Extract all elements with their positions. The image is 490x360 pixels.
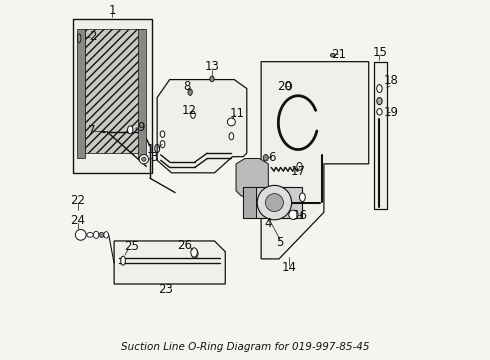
Ellipse shape [87, 233, 93, 237]
Text: 6: 6 [268, 151, 276, 164]
Ellipse shape [330, 53, 335, 57]
Text: 17: 17 [291, 165, 306, 178]
Text: 24: 24 [70, 214, 85, 227]
Polygon shape [236, 158, 269, 196]
Text: 2: 2 [89, 30, 97, 43]
Text: 5: 5 [276, 236, 284, 249]
Text: 18: 18 [384, 74, 399, 87]
Circle shape [227, 118, 235, 126]
Text: 9: 9 [137, 121, 145, 134]
Circle shape [139, 154, 148, 164]
Ellipse shape [191, 248, 197, 257]
Ellipse shape [94, 231, 99, 238]
Text: 1: 1 [109, 4, 116, 17]
Bar [243, 187, 256, 218]
Ellipse shape [191, 111, 196, 118]
Polygon shape [374, 62, 387, 209]
Text: Suction Line O-Ring Diagram for 019-997-85-45: Suction Line O-Ring Diagram for 019-997-… [121, 342, 369, 352]
Text: 15: 15 [373, 46, 388, 59]
Polygon shape [157, 80, 247, 173]
Ellipse shape [263, 154, 269, 161]
Text: 3: 3 [150, 151, 157, 164]
Text: 19: 19 [384, 106, 399, 119]
Bar [243, 187, 302, 218]
Ellipse shape [377, 109, 382, 115]
Bar [77, 30, 85, 158]
Polygon shape [114, 241, 225, 284]
Ellipse shape [188, 89, 192, 95]
Ellipse shape [377, 98, 382, 105]
Text: 14: 14 [282, 261, 296, 274]
Text: 20: 20 [277, 80, 292, 93]
Ellipse shape [78, 34, 81, 43]
Circle shape [142, 157, 146, 161]
Text: 26: 26 [177, 239, 192, 252]
Ellipse shape [229, 133, 234, 140]
Text: 8: 8 [183, 80, 191, 93]
Text: 7: 7 [88, 124, 96, 138]
Bar [138, 30, 146, 158]
Text: 10: 10 [147, 143, 162, 156]
Text: 25: 25 [124, 240, 140, 253]
Text: 4: 4 [265, 217, 272, 230]
Ellipse shape [377, 85, 382, 93]
Circle shape [75, 229, 86, 240]
Text: 13: 13 [204, 60, 220, 73]
Ellipse shape [299, 193, 305, 202]
Circle shape [266, 194, 283, 212]
Ellipse shape [192, 249, 198, 258]
Text: 22: 22 [70, 194, 85, 207]
Circle shape [257, 185, 292, 220]
Polygon shape [261, 62, 368, 259]
Text: 12: 12 [182, 104, 197, 117]
Ellipse shape [104, 231, 109, 238]
Ellipse shape [286, 82, 292, 90]
Text: 21: 21 [331, 48, 346, 61]
Text: 16: 16 [293, 210, 308, 222]
Bar [73, 19, 152, 173]
Text: 23: 23 [158, 283, 173, 296]
Ellipse shape [121, 256, 125, 265]
Ellipse shape [160, 140, 165, 148]
Ellipse shape [127, 126, 133, 134]
Ellipse shape [210, 76, 214, 82]
Text: 11: 11 [230, 107, 245, 120]
Ellipse shape [297, 162, 302, 170]
Circle shape [289, 210, 298, 220]
Ellipse shape [160, 131, 165, 137]
Ellipse shape [99, 232, 104, 237]
Bar [85, 30, 143, 153]
